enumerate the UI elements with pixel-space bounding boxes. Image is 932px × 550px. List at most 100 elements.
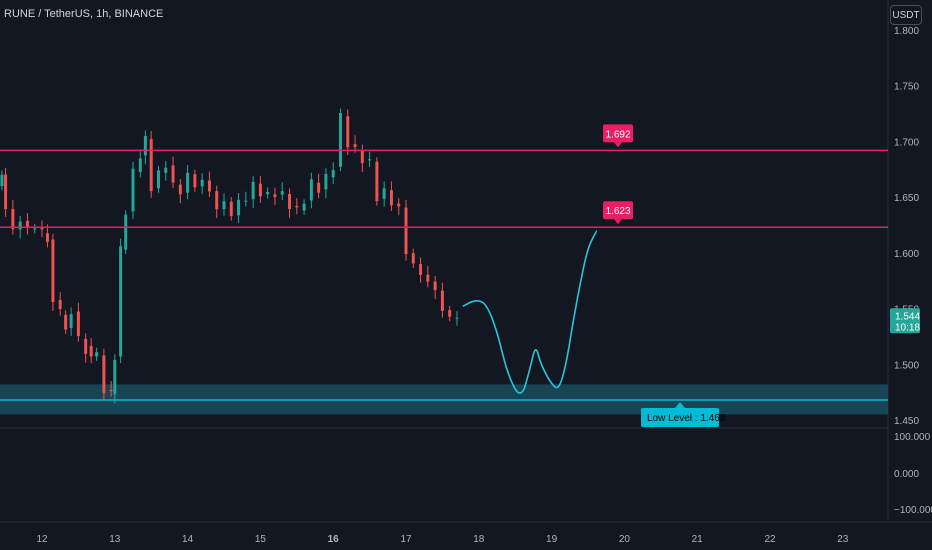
- price-levels: 1.692 1.623: [0, 124, 888, 228]
- candle-body: [229, 201, 233, 217]
- candle-body: [109, 389, 113, 392]
- indicator-tick-label: −100.000: [894, 505, 932, 516]
- candle-body: [295, 205, 299, 208]
- candle-body: [143, 135, 147, 156]
- candle-body: [18, 221, 22, 230]
- price-tick-label: 1.650: [894, 193, 919, 204]
- candle-body: [11, 209, 15, 230]
- time-tick-label: 23: [837, 534, 849, 545]
- candle-body: [302, 203, 306, 211]
- time-tick-label: 14: [182, 534, 194, 545]
- candle-body: [426, 274, 430, 282]
- candle-body: [69, 314, 73, 329]
- candle-body: [200, 179, 204, 187]
- candle-body: [433, 281, 437, 291]
- price-tick-label: 1.450: [894, 416, 919, 427]
- candle-body: [455, 317, 459, 319]
- candle-body: [95, 352, 99, 357]
- candle-body: [317, 182, 321, 193]
- candle-body: [119, 246, 123, 357]
- candle-body: [25, 220, 29, 228]
- candle-body: [215, 191, 219, 210]
- candle-body: [40, 227, 44, 230]
- indicator-tick-label: 0.000: [894, 469, 919, 480]
- candle-body: [280, 191, 284, 195]
- candle-body: [76, 311, 80, 337]
- resistance-label-pointer: [614, 219, 622, 225]
- candle-body: [375, 161, 379, 202]
- candle-body: [448, 310, 452, 317]
- countdown-text: 10:18: [895, 322, 920, 333]
- candle-body: [138, 158, 142, 172]
- candle-body: [186, 172, 190, 193]
- candle-body: [149, 138, 153, 192]
- candle-body: [89, 345, 93, 357]
- candle-body: [0, 174, 4, 186]
- price-tick-label: 1.750: [894, 82, 919, 93]
- candle-body: [251, 181, 255, 200]
- resistance-label-box: [603, 124, 633, 143]
- candle-body: [171, 165, 175, 183]
- last-price-badge: [890, 308, 920, 334]
- time-tick-label: 22: [764, 534, 776, 545]
- axes: 1.8001.7501.7001.6501.6001.5501.5001.450…: [36, 26, 932, 545]
- candle-body: [288, 194, 292, 209]
- candle-body: [346, 116, 350, 148]
- candle-body: [353, 144, 357, 148]
- candle-body: [222, 201, 226, 210]
- support-label-text: Low Level : 1.468: [647, 413, 726, 424]
- resistance-label: 1.692: [603, 124, 633, 148]
- candle-body: [273, 194, 277, 198]
- support-zone: Low Level : 1.468: [0, 384, 888, 427]
- candle-body: [404, 207, 408, 255]
- candle-body: [156, 170, 160, 189]
- candle-body: [324, 173, 328, 190]
- price-tick-label: 1.800: [894, 26, 919, 37]
- candle-body: [33, 228, 37, 230]
- candle-body: [45, 233, 49, 242]
- candle-body: [331, 170, 335, 178]
- indicator-tick-label: 100.000: [894, 432, 931, 443]
- resistance-label-box: [603, 201, 633, 220]
- last-price-text: 1.544: [895, 311, 920, 322]
- candle-body: [411, 253, 415, 264]
- time-tick-label: 13: [109, 534, 121, 545]
- support-label: Low Level : 1.468: [641, 401, 726, 427]
- candle-body: [84, 338, 88, 354]
- projection-curve: [462, 230, 598, 394]
- candle-body: [51, 239, 55, 303]
- candles: [0, 108, 459, 404]
- grid: [0, 0, 932, 523]
- candle-body: [382, 188, 386, 199]
- candle-body: [266, 191, 270, 195]
- candle-body: [419, 264, 423, 275]
- candle-body: [237, 199, 241, 216]
- resistance-label-pointer: [614, 142, 622, 148]
- price-tick-label: 1.700: [894, 137, 919, 148]
- candle-body: [193, 174, 197, 188]
- candle-body: [131, 168, 135, 212]
- candle-body: [113, 359, 117, 395]
- time-tick-label: 12: [36, 534, 48, 545]
- currency-button[interactable]: USDT: [890, 5, 922, 25]
- candle-body: [360, 150, 364, 164]
- resistance-label-text: 1.623: [605, 206, 630, 217]
- time-tick-label: 20: [619, 534, 631, 545]
- candle-body: [244, 200, 248, 202]
- support-label-pointer: [674, 401, 686, 409]
- symbol-title: RUNE / TetherUS, 1h, BINANCE: [4, 8, 164, 20]
- time-tick-label: 17: [400, 534, 412, 545]
- resistance-label-text: 1.692: [605, 129, 630, 140]
- candle-body: [258, 183, 262, 197]
- candle-body: [58, 299, 62, 310]
- candle-body: [124, 214, 128, 250]
- price-tick-label: 1.600: [894, 249, 919, 260]
- projection-path: [462, 230, 598, 394]
- candle-body: [207, 180, 211, 192]
- candle-body: [309, 179, 313, 201]
- candle-body: [102, 355, 106, 394]
- resistance-label: 1.623: [603, 201, 633, 225]
- time-tick-label: 16: [328, 534, 340, 545]
